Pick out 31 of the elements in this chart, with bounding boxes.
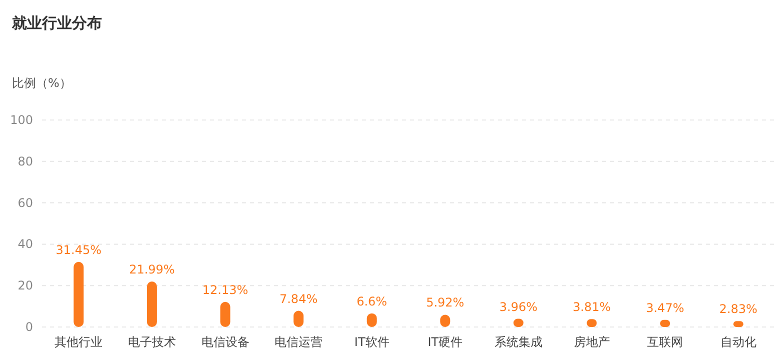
data-label: 7.84% xyxy=(279,292,318,306)
x-tick-label: 互联网 xyxy=(647,335,684,349)
y-tick-label: 40 xyxy=(18,237,33,252)
y-tick-label: 100 xyxy=(10,113,33,127)
data-label: 2.83% xyxy=(719,302,758,316)
x-tick-label: 系统集成 xyxy=(494,335,542,349)
x-tick-label: 其他行业 xyxy=(54,335,103,349)
y-tick-label: 80 xyxy=(18,154,33,168)
x-tick-label: 电信设备 xyxy=(201,335,250,349)
data-label: 12.13% xyxy=(202,282,248,297)
data-label: 5.92% xyxy=(426,296,464,310)
y-tick-label: 60 xyxy=(18,196,33,210)
bar xyxy=(74,262,84,327)
x-tick-label: 自动化 xyxy=(720,335,756,349)
data-label: 21.99% xyxy=(129,262,175,276)
data-label: 6.6% xyxy=(356,294,388,308)
bar xyxy=(220,302,230,327)
data-label: 31.45% xyxy=(56,242,102,257)
x-tick-label: IT硬件 xyxy=(428,335,463,349)
y-tick-label: 0 xyxy=(25,320,33,334)
data-label: 3.81% xyxy=(572,300,611,314)
bar xyxy=(146,281,157,327)
y-tick-label: 20 xyxy=(18,278,33,293)
x-tick-label: 电子技术 xyxy=(128,335,176,349)
chart-title: 就业行业分布 xyxy=(11,14,102,32)
x-tick-label: IT软件 xyxy=(354,335,390,349)
data-label: 3.96% xyxy=(499,300,538,314)
x-tick-label: 房地产 xyxy=(574,335,610,349)
data-label: 3.47% xyxy=(646,300,684,315)
y-axis-title: 比例（%） xyxy=(12,76,72,90)
x-tick-label: 电信运营 xyxy=(274,335,323,349)
